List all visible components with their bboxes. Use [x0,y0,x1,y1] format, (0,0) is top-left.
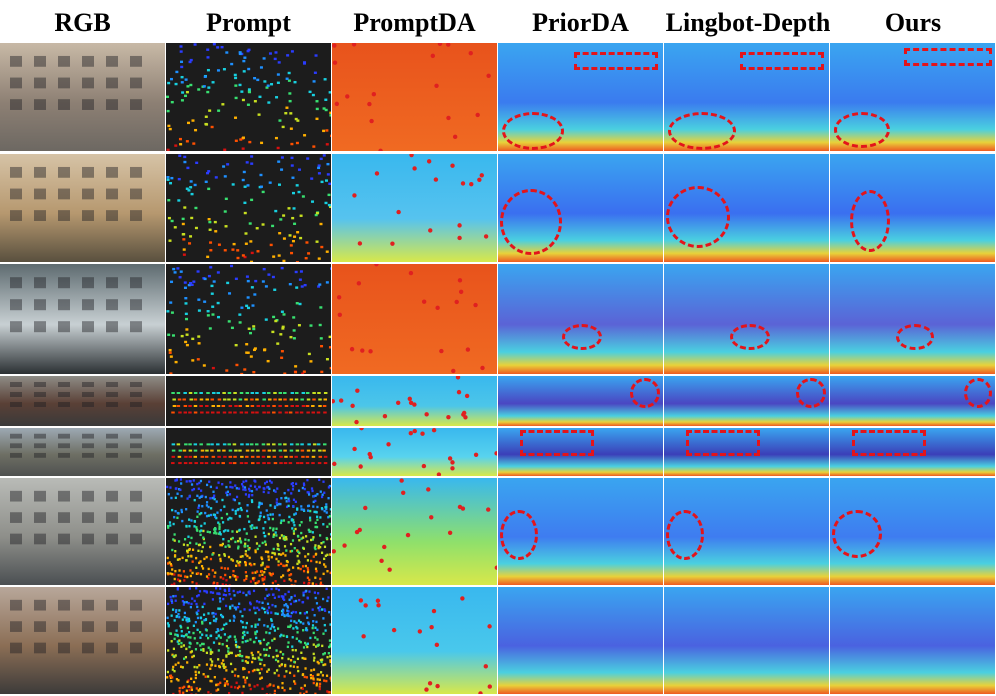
lingbot-depth-depth-map-row-1 [664,43,829,151]
prompt-image-row-3 [166,264,331,374]
lingbot-depth-depth-map-row-3 [664,264,829,374]
column-header-prompt: Prompt [206,8,291,37]
lingbot-depth-depth-map-row-6 [664,478,829,585]
prompt-image-row-4 [166,376,331,426]
promptda-depth-map-row-7 [332,587,497,694]
column-header-ours: Ours [884,8,942,37]
promptda-depth-map-row-4 [332,376,497,426]
priorda-depth-map-row-1 [498,43,663,151]
priorda-depth-map-row-4 [498,376,663,426]
prompt-image-row-7 [166,587,331,694]
priorda-depth-map-row-5 [498,428,663,476]
rgb-image-row-2 [0,154,165,262]
column-header-lingbot-depth: Lingbot-Depth [665,8,831,37]
prompt-image-row-5 [166,428,331,476]
lingbot-depth-depth-map-row-5 [664,428,829,476]
column-header-promptda: PromptDA [353,8,476,37]
rgb-image-row-3 [0,264,165,374]
promptda-depth-map-row-2 [332,154,497,262]
priorda-depth-map-row-2 [498,154,663,262]
column-header-rgb: RGB [54,8,111,37]
rgb-image-row-7 [0,587,165,694]
promptda-depth-map-row-5 [332,428,497,476]
prompt-image-row-1 [166,43,331,151]
priorda-depth-map-row-6 [498,478,663,585]
ours-depth-map-row-5 [830,428,995,476]
column-header-priorda: PriorDA [532,8,629,37]
lingbot-depth-depth-map-row-2 [664,154,829,262]
column-header-bar: RGB Prompt PromptDA PriorDA Lingbot-Dept… [0,0,996,42]
prompt-image-row-6 [166,478,331,585]
lingbot-depth-depth-map-row-4 [664,376,829,426]
priorda-depth-map-row-7 [498,587,663,694]
ours-depth-map-row-6 [830,478,995,585]
rgb-image-row-4 [0,376,165,426]
promptda-depth-map-row-6 [332,478,497,585]
rgb-image-row-6 [0,478,165,585]
ours-depth-map-row-7 [830,587,995,694]
rgb-image-row-5 [0,428,165,476]
prompt-image-row-2 [166,154,331,262]
lingbot-depth-depth-map-row-7 [664,587,829,694]
ours-depth-map-row-1 [830,43,995,151]
ours-depth-map-row-3 [830,264,995,374]
priorda-depth-map-row-3 [498,264,663,374]
promptda-depth-map-row-1 [332,43,497,151]
promptda-depth-map-row-3 [332,264,497,374]
ours-depth-map-row-4 [830,376,995,426]
rgb-image-row-1 [0,43,165,151]
ours-depth-map-row-2 [830,154,995,262]
